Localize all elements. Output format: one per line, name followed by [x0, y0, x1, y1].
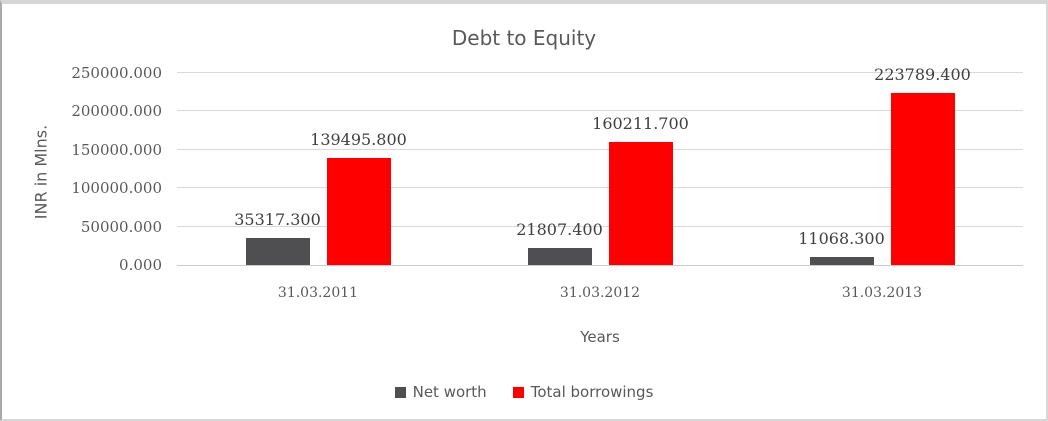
legend-label: Net worth — [412, 383, 487, 401]
bar-net-worth — [809, 256, 874, 265]
x-axis-tick-label: 31.03.2013 — [841, 285, 923, 301]
y-axis-tick-label: 100000.000 — [71, 179, 162, 198]
bar-total-borrowings — [608, 141, 673, 265]
data-label: 139495.800 — [310, 129, 407, 149]
x-axis-tick-label: 31.03.2012 — [559, 285, 641, 301]
plot-area: 35317.300 139495.800 21807.400 160211.700 11… — [177, 66, 1023, 266]
y-axis-tick-label: 200000.000 — [71, 102, 162, 121]
y-axis-tick-label: 50000.000 — [80, 217, 162, 236]
data-label: 160211.700 — [592, 113, 689, 133]
bar-net-worth — [245, 237, 310, 265]
legend-label: Total borrowings — [530, 383, 654, 401]
data-label: 21807.400 — [516, 220, 603, 240]
legend-swatch — [512, 386, 524, 398]
gridline — [177, 148, 1023, 150]
bar-total-borrowings — [326, 157, 391, 265]
gridline — [177, 187, 1023, 189]
gridline — [177, 72, 1023, 73]
legend-swatch — [394, 386, 406, 398]
x-axis-title: Years — [580, 328, 620, 346]
chart-title: Debt to Equity — [451, 26, 597, 50]
legend-item: Net worth — [394, 383, 487, 401]
y-axis-title-text: INR in Mlns. — [31, 124, 51, 220]
bar-total-borrowings — [890, 93, 955, 265]
gridline — [177, 225, 1023, 227]
y-axis-tick-label: 0.000 — [119, 256, 162, 274]
legend-item: Total borrowings — [512, 383, 654, 401]
x-axis-tick-label: 31.03.2011 — [277, 285, 359, 301]
data-label: 223789.400 — [874, 65, 971, 85]
data-label: 35317.300 — [234, 209, 321, 229]
y-axis-tick-label: 250000.000 — [71, 64, 162, 82]
data-label: 11068.300 — [798, 228, 885, 248]
bar-net-worth — [527, 248, 592, 265]
y-axis-tick-label: 150000.000 — [71, 140, 162, 159]
gridline — [177, 110, 1023, 112]
legend: Net worth Total borrowings — [0, 382, 1048, 402]
